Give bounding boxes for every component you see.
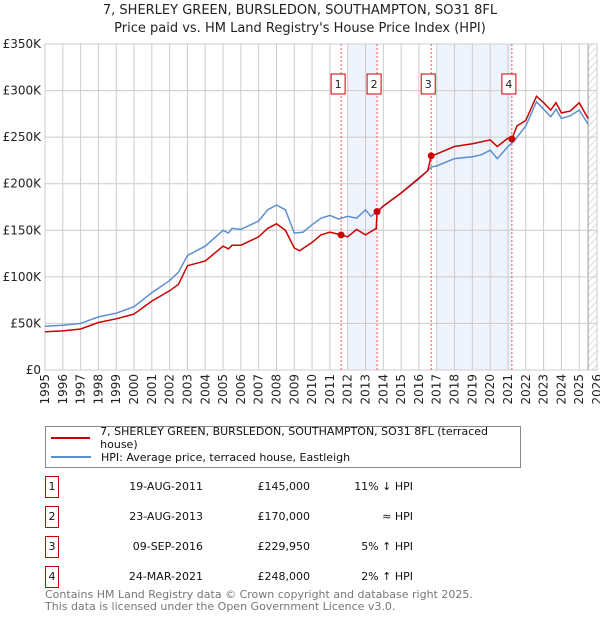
footer-licence: This data is licensed under the Open Gov…	[45, 600, 396, 613]
x-tick-label: 2014	[376, 374, 390, 405]
transaction-date: 23-AUG-2013	[129, 510, 203, 523]
y-tick-label: £0	[26, 363, 41, 377]
sale-number-label: 2	[371, 78, 378, 91]
forecast-hatch	[588, 44, 597, 370]
x-tick-label: 2020	[483, 374, 497, 405]
transaction-price: £145,000	[257, 480, 311, 493]
transaction-marker: 1	[45, 476, 59, 498]
y-tick-label: £350K	[3, 37, 43, 51]
x-tick-label: 1996	[56, 374, 70, 405]
chart-title: 7, SHERLEY GREEN, BURSLEDON, SOUTHAMPTON…	[102, 3, 498, 18]
x-tick-label: 2016	[412, 374, 426, 405]
x-tick-label: 2001	[145, 374, 159, 405]
legend-swatch-hpi	[51, 456, 91, 458]
x-tick-label: 2002	[163, 374, 177, 405]
x-tick-label: 2019	[465, 374, 479, 405]
sale-number-box	[366, 73, 382, 95]
sale-point	[373, 208, 381, 216]
ownership-shade	[347, 44, 378, 370]
x-tick-label: 2021	[501, 374, 515, 405]
x-tick-label: 2025	[572, 374, 586, 405]
footer-copyright: Contains HM Land Registry data © Crown c…	[45, 588, 473, 601]
transaction-marker: 3	[45, 536, 59, 558]
sale-number-label: 3	[425, 78, 432, 91]
x-tick-label: 2011	[323, 374, 337, 405]
property-series-line	[44, 94, 589, 333]
x-tick-label: 1995	[38, 374, 52, 405]
sale-point	[427, 152, 435, 160]
x-tick-label: 1998	[91, 374, 105, 405]
x-tick-label: 2003	[180, 374, 194, 405]
transaction-row: 3 09-SEP-2016 £229,950 5% ↑ HPI	[45, 536, 445, 558]
legend-swatch-property	[51, 437, 91, 439]
x-tick-label: 2006	[234, 374, 248, 405]
x-tick-label: 2008	[269, 374, 283, 405]
x-tick-label: 2023	[537, 374, 551, 405]
line-chart: 1995 1996 1997 1998 1999 2000 2001 2002 2003 2004…	[3, 37, 600, 405]
transaction-row: 4 24-MAR-2021 £248,000 2% ↑ HPI	[45, 566, 445, 588]
sale-point	[508, 135, 516, 143]
x-tick-label: 2018	[448, 374, 462, 405]
x-tick-label: 2026	[590, 374, 600, 405]
transaction-row: 1 19-AUG-2011 £145,000 11% ↓ HPI	[45, 476, 445, 498]
x-tick-label: 1997	[74, 374, 88, 405]
legend: 7, SHERLEY GREEN, BURSLEDON, SOUTHAMPTON…	[45, 425, 521, 468]
transaction-price: £170,000	[257, 510, 311, 523]
x-tick-label: 2005	[216, 374, 230, 405]
transaction-marker: 2	[45, 506, 59, 528]
hpi-series-line	[44, 100, 589, 327]
x-tick-label: 2013	[359, 374, 373, 405]
x-tick-label: 2022	[519, 374, 533, 405]
sale-number-label: 4	[505, 78, 512, 91]
y-tick-label: £150K	[3, 223, 43, 237]
legend-item-property: 7, SHERLEY GREEN, BURSLEDON, SOUTHAMPTON…	[51, 425, 520, 451]
plot-border	[44, 43, 598, 371]
y-tick-label: £250K	[3, 130, 43, 144]
x-tick-label: 2024	[554, 374, 568, 405]
transaction-price: £248,000	[257, 570, 311, 583]
x-tick-label: 1999	[109, 374, 123, 405]
transaction-date: 09-SEP-2016	[132, 540, 203, 553]
y-tick-label: £100K	[3, 270, 43, 284]
x-tick-label: 2004	[198, 374, 212, 405]
legend-label-hpi: HPI: Average price, terraced house, East…	[101, 450, 351, 464]
chart-subtitle: Price paid vs. HM Land Registry's House …	[114, 21, 486, 36]
transaction-hpi-relation: 11% ↓ HPI	[354, 480, 413, 493]
y-tick-label: £50K	[10, 316, 42, 330]
sale-number-label: 1	[335, 78, 342, 91]
x-tick-label: 2012	[341, 374, 355, 405]
sale-number-box	[330, 73, 346, 95]
sale-number-box	[501, 73, 517, 95]
legend-item-hpi: HPI: Average price, terraced house, East…	[51, 449, 350, 465]
y-tick-label: £300K	[3, 84, 43, 98]
x-tick-label: 2015	[394, 374, 408, 405]
transaction-hpi-relation: 2% ↑ HPI	[361, 570, 413, 583]
transaction-date: 24-MAR-2021	[128, 570, 203, 583]
sale-number-box	[420, 73, 436, 95]
transaction-marker: 4	[45, 566, 59, 588]
legend-label-property: 7, SHERLEY GREEN, BURSLEDON, SOUTHAMPTON…	[100, 425, 489, 451]
transaction-date: 19-AUG-2011	[129, 480, 203, 493]
x-tick-label: 2017	[430, 374, 444, 405]
transaction-row: 2 23-AUG-2013 £170,000 ≈ HPI	[45, 506, 445, 528]
transaction-hpi-relation: 5% ↑ HPI	[361, 540, 413, 553]
x-tick-label: 2009	[287, 374, 301, 405]
ownership-shade	[436, 44, 512, 370]
transaction-price: £229,950	[257, 540, 311, 553]
transaction-hpi-relation: ≈ HPI	[382, 510, 413, 523]
x-tick-label: 2010	[305, 374, 319, 405]
sale-point	[337, 231, 345, 239]
x-tick-label: 2007	[252, 374, 266, 405]
y-tick-label: £200K	[3, 177, 43, 191]
x-tick-label: 2000	[127, 374, 141, 405]
